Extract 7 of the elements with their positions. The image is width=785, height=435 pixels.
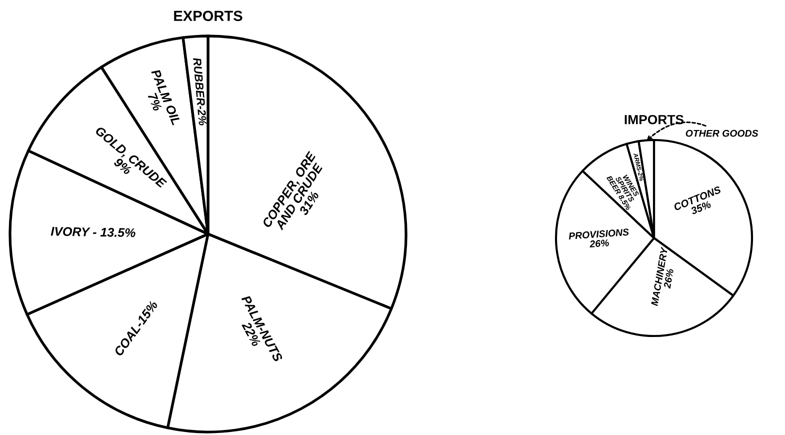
- slice-label: IVORY - 13.5%: [50, 226, 136, 238]
- chart-title: EXPORTS: [174, 10, 242, 22]
- slice-label: PROVISIONS: [568, 228, 630, 240]
- data-label: 26%: [589, 239, 610, 248]
- slice-label: OTHER GOODS: [686, 130, 758, 137]
- slice-label: RUBBER-2%: [193, 58, 207, 126]
- chart-title: IMPORTS: [624, 114, 684, 124]
